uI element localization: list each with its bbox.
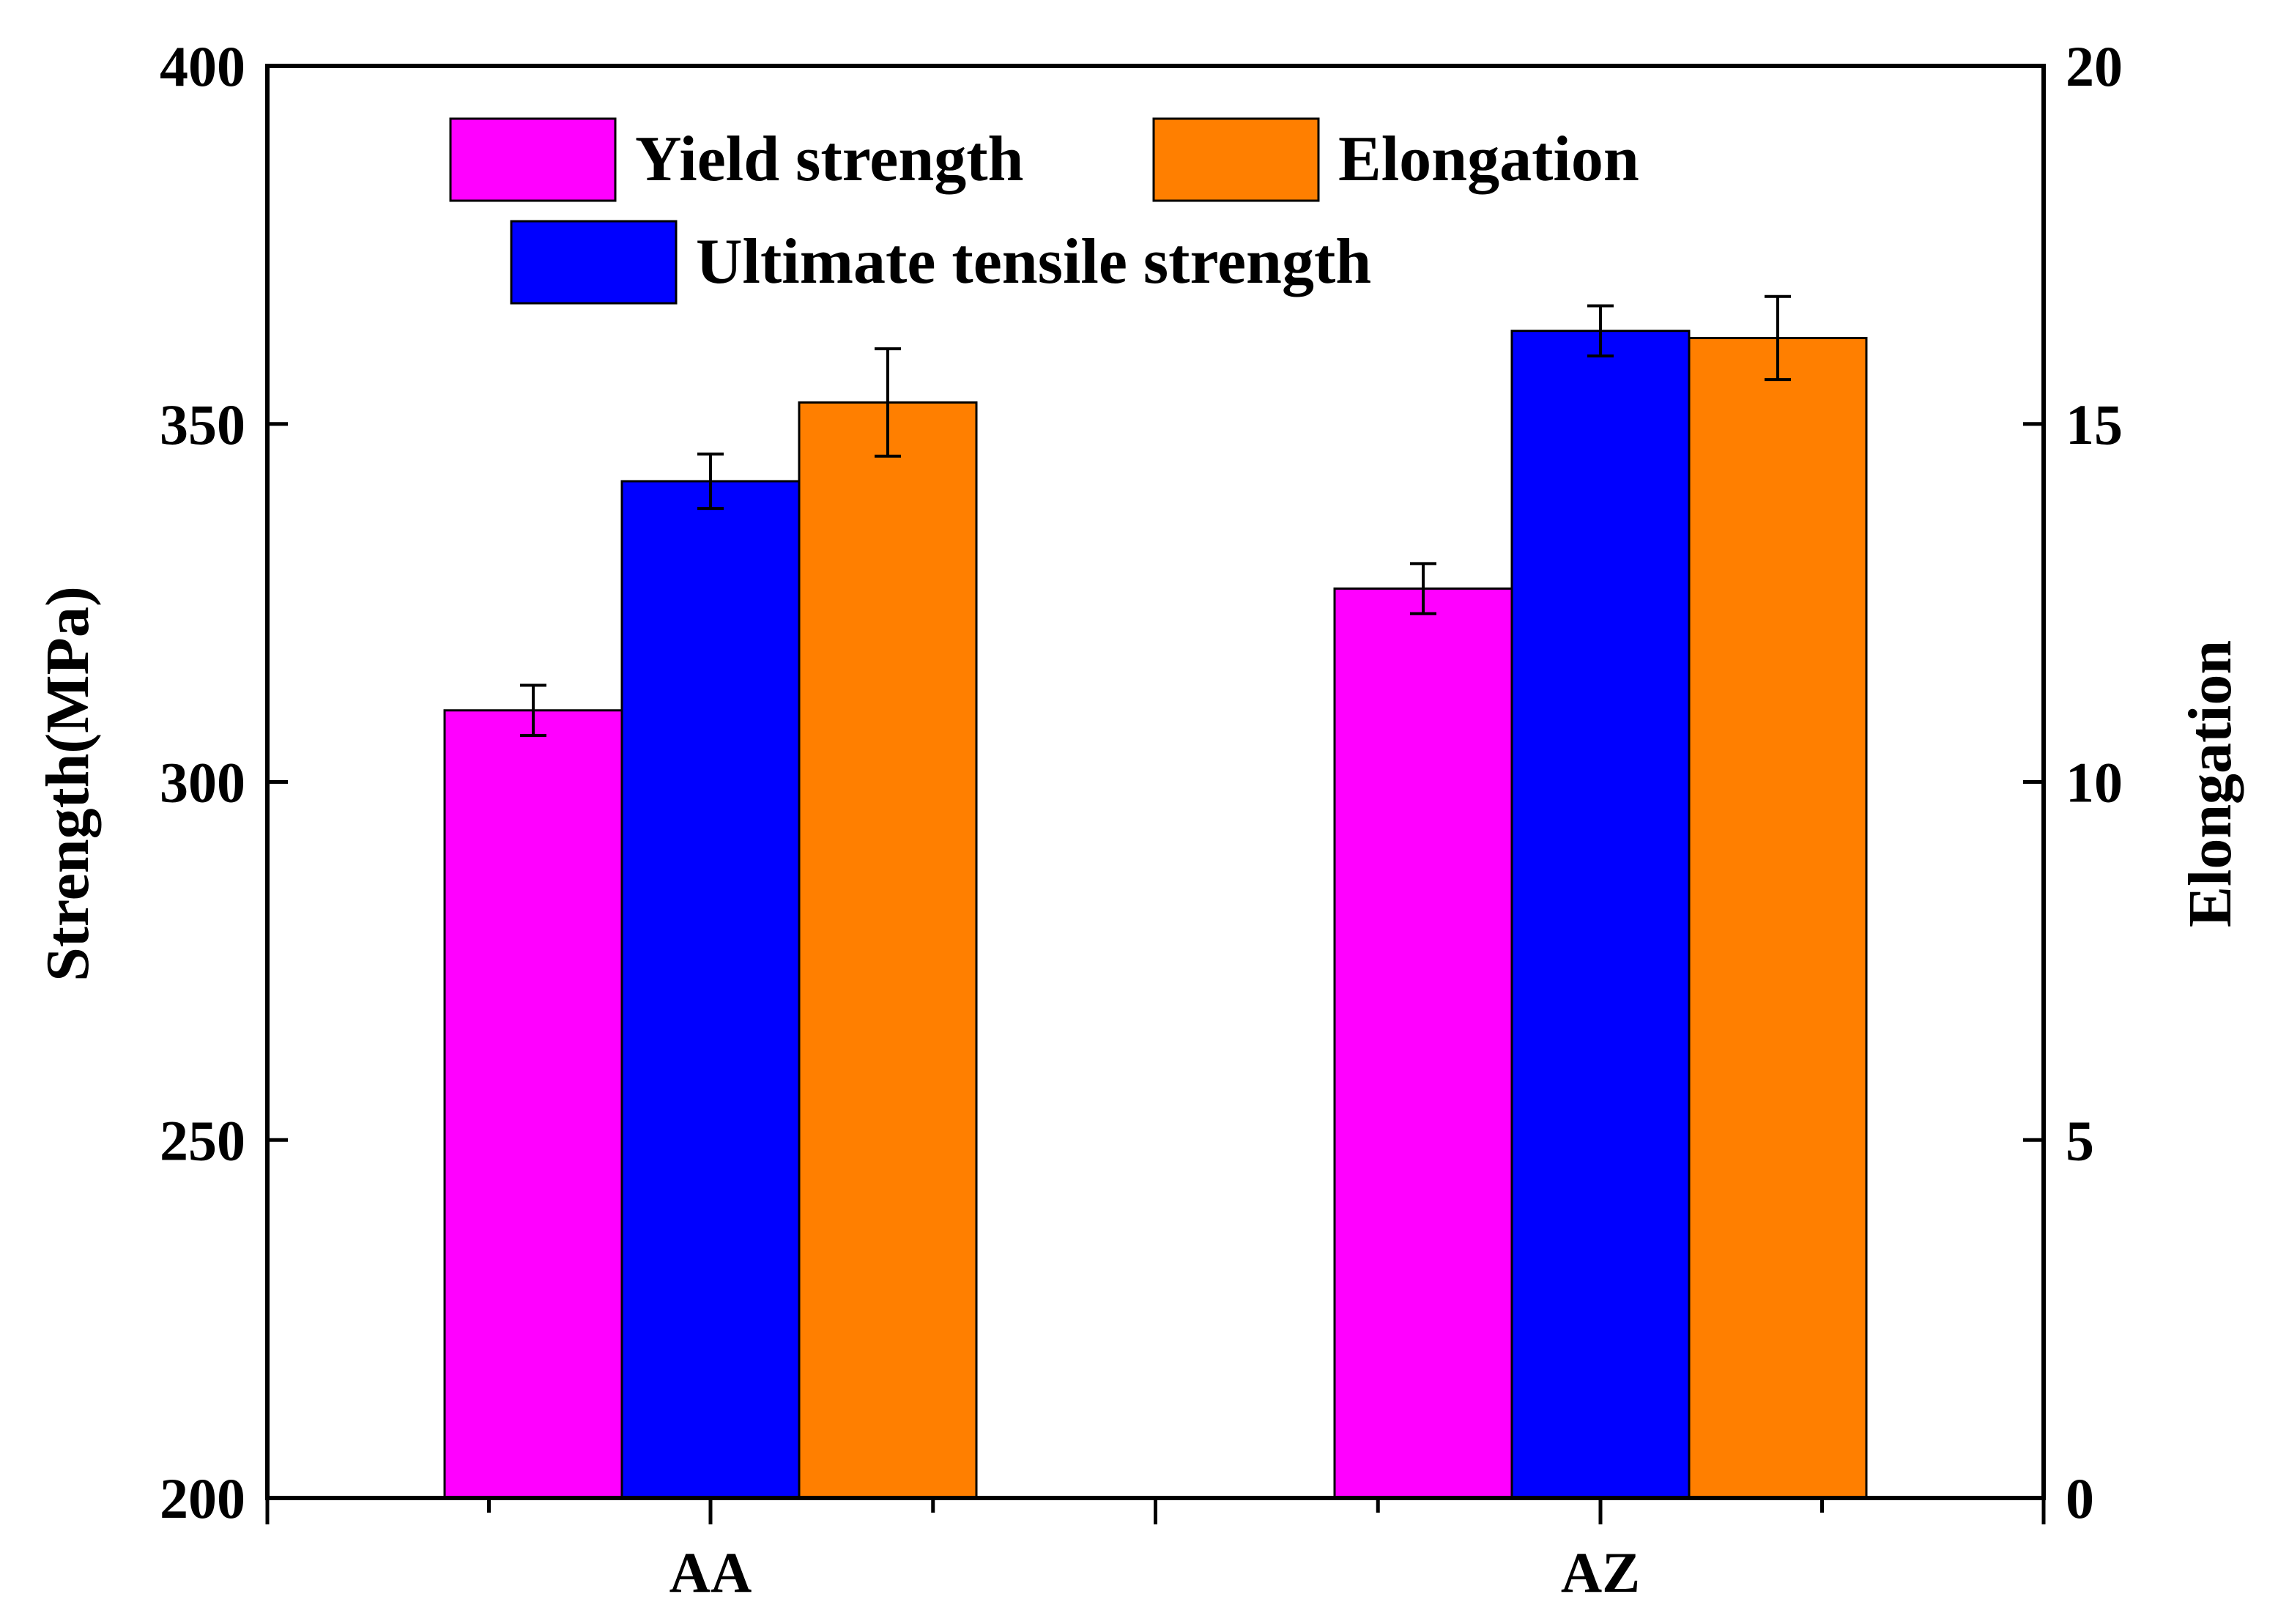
left-axis-tick-label: 250 — [160, 1108, 245, 1172]
legend-swatch — [449, 117, 617, 202]
left-axis-tick-label: 350 — [160, 393, 245, 456]
legend-swatch — [510, 220, 678, 305]
error-bar-ultimate-tensile-strength-az — [1587, 304, 1614, 357]
right-axis-tick-label: 10 — [2066, 751, 2123, 815]
error-bar-elongation-aa — [875, 347, 901, 458]
legend-label: Elongation — [1338, 124, 1639, 195]
bar-yield-strength-az — [1333, 587, 1513, 1499]
error-bar-yield-strength-az — [1410, 562, 1436, 615]
bar-elongation-aa — [798, 401, 978, 1499]
left-axis-tick-label: 200 — [160, 1467, 245, 1530]
bar-yield-strength-aa — [443, 709, 623, 1499]
right-axis-tick-label: 15 — [2066, 393, 2123, 456]
left-axis-tick-label: 400 — [160, 34, 245, 98]
legend-entry-elongation: Elongation — [1152, 117, 1639, 202]
legend-label: Ultimate tensile strength — [696, 226, 1371, 297]
legend-label: Yield strength — [635, 124, 1023, 195]
error-bar-yield-strength-aa — [520, 683, 546, 737]
legend-entry-yield-strength: Yield strength — [449, 117, 1023, 202]
legend-swatch — [1152, 117, 1320, 202]
right-axis-tick-label: 5 — [2066, 1108, 2094, 1172]
bar-ultimate-tensile-strength-az — [1510, 330, 1691, 1499]
axes-layer: 200 250 300 350 400 0 5 10 15 20 AA AZ — [160, 34, 2123, 1604]
legend-entry-ultimate-tensile-strength: Ultimate tensile strength — [510, 220, 1371, 305]
bar-elongation-az — [1688, 336, 1868, 1499]
x-axis-category-label: AA — [669, 1540, 752, 1604]
bar-ultimate-tensile-strength-aa — [620, 480, 801, 1499]
bars-layer — [443, 294, 1868, 1499]
left-axis-tick-label: 300 — [160, 751, 245, 815]
legend: Yield strength Elongation Ultimate tensile… — [449, 117, 1639, 305]
right-axis-title: Elongation — [2176, 640, 2244, 927]
right-axis-tick-label: 0 — [2066, 1467, 2094, 1530]
left-axis-title: Strength(MPa) — [34, 586, 102, 982]
error-bar-ultimate-tensile-strength-aa — [697, 452, 724, 511]
right-axis-tick-label: 20 — [2066, 34, 2123, 98]
x-axis-category-label: AZ — [1561, 1540, 1640, 1604]
error-bar-elongation-az — [1765, 294, 1791, 382]
